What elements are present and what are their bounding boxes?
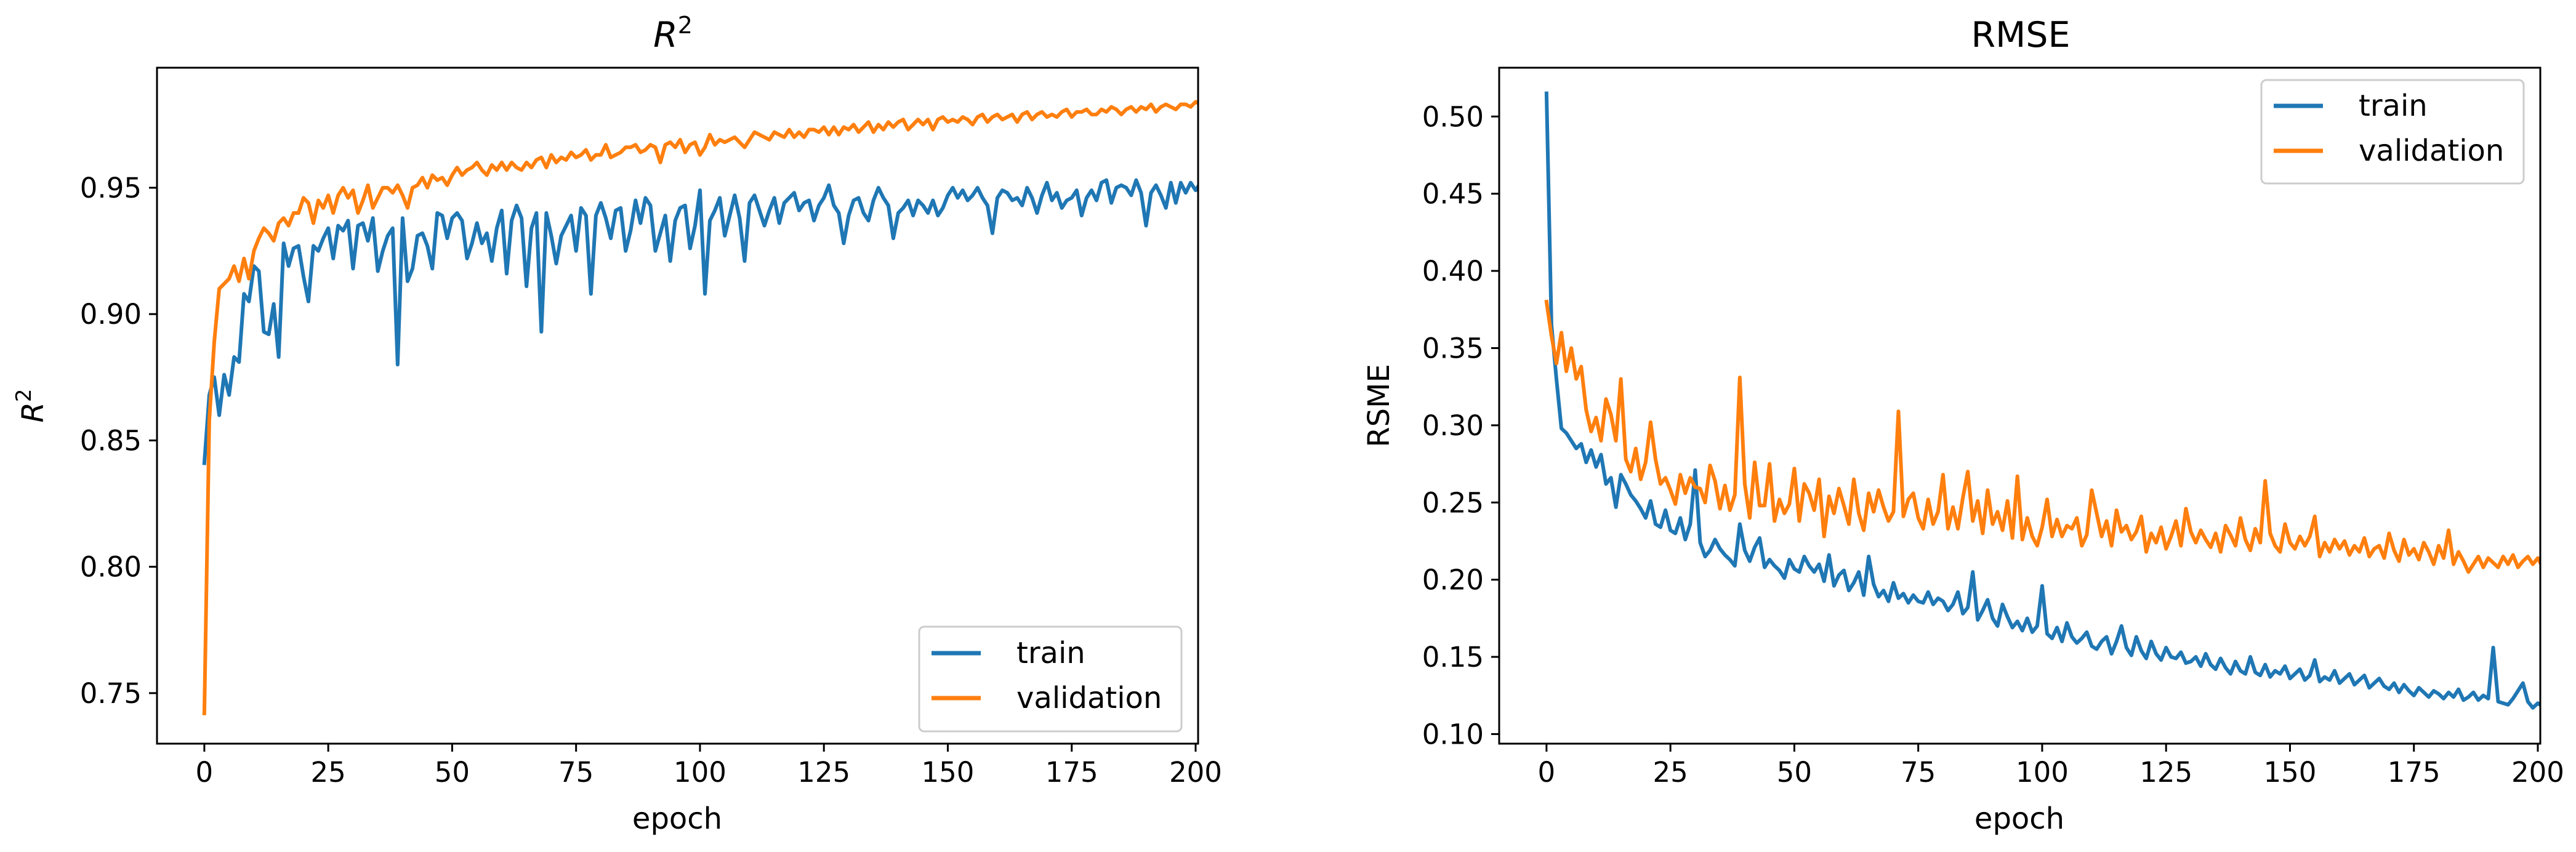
legend-label-train: train (1016, 636, 1085, 670)
legend-label-train: train (2359, 89, 2428, 123)
series-line-train (202, 178, 1198, 465)
series-line-validation (1544, 299, 2540, 574)
x-tick-label: 100 (674, 756, 727, 789)
axes-frame (156, 66, 1199, 745)
x-tick-label: 50 (1777, 756, 1812, 789)
y-tick-label: 0.25 (1422, 486, 1484, 519)
y-tick-label: 0.15 (1422, 641, 1484, 673)
x-tick-label: 0 (1538, 756, 1556, 789)
y-tick-label: 0.45 (1422, 178, 1484, 211)
x-tick-label: 100 (2016, 756, 2069, 789)
series-line-train (1544, 91, 2540, 710)
axes-frame (1498, 66, 2542, 745)
series-line-validation (202, 100, 1198, 715)
chart-title: RMSE (1971, 15, 2071, 55)
x-axis-label: epoch (632, 802, 722, 836)
y-axis-label: RSME (1362, 364, 1396, 448)
legend: train validation (918, 625, 1183, 733)
y-tick-label: 0.80 (80, 551, 142, 584)
x-tick-label: 200 (1169, 756, 1222, 789)
y-axis-label: R2 (12, 389, 50, 423)
x-tick-label: 125 (797, 756, 850, 789)
x-tick-label: 50 (435, 756, 470, 789)
legend-frame (2260, 79, 2525, 185)
y-tick-label: 0.20 (1422, 564, 1484, 597)
x-tick-label: 125 (2139, 756, 2192, 789)
r2-chart: R2 0.75 0.80 0.85 0.90 0.95 0 25 50 75 100 125 150… (12, 12, 1222, 836)
y-tick-label: 0.50 (1422, 100, 1484, 133)
x-tick-label: 150 (2263, 756, 2316, 789)
x-tick-label: 25 (311, 756, 346, 789)
x-axis-label: epoch (1974, 802, 2064, 836)
x-tick-label: 200 (2511, 756, 2564, 789)
y-tick-group: 0.10 0.15 0.20 0.25 0.30 0.35 0.40 0.45 0.50 (1422, 100, 1499, 750)
rmse-chart: RMSE 0.10 0.15 0.20 0.25 0.30 0.35 0.40 0.45 0.5… (1362, 15, 2564, 836)
x-tick-label: 75 (1901, 756, 1936, 789)
y-tick-group: 0.75 0.80 0.85 0.90 0.95 (80, 172, 157, 710)
x-tick-label: 0 (196, 756, 214, 789)
y-tick-label: 0.35 (1422, 332, 1484, 364)
y-tick-label: 0.85 (80, 424, 142, 457)
legend-frame (918, 625, 1183, 733)
y-tick-label: 0.30 (1422, 409, 1484, 442)
legend-label-validation: validation (1016, 681, 1162, 715)
y-tick-label: 0.90 (80, 298, 142, 331)
legend-label-validation: validation (2359, 134, 2504, 168)
x-tick-group: 0 25 50 75 100 125 150 175 200 (196, 744, 1222, 789)
x-tick-label: 25 (1653, 756, 1688, 789)
x-tick-label: 75 (558, 756, 594, 789)
y-tick-label: 0.75 (80, 677, 142, 710)
x-tick-group: 0 25 50 75 100 125 150 175 200 (1538, 744, 2564, 789)
y-tick-label: 0.40 (1422, 255, 1484, 287)
series-group (202, 100, 1198, 715)
series-group (1544, 91, 2540, 710)
y-tick-label: 0.10 (1422, 718, 1484, 750)
legend: train validation (2260, 79, 2525, 185)
x-tick-label: 150 (921, 756, 974, 789)
chart-title: R2 (653, 12, 693, 55)
x-tick-label: 175 (1045, 756, 1098, 789)
x-tick-label: 175 (2388, 756, 2441, 789)
y-tick-label: 0.95 (80, 172, 142, 204)
